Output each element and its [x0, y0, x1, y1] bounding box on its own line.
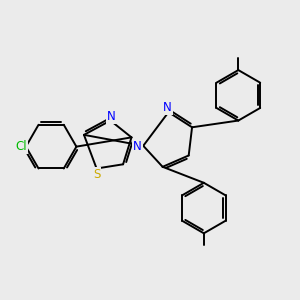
- Text: N: N: [163, 101, 172, 114]
- Text: N: N: [133, 140, 142, 153]
- Text: Cl: Cl: [15, 140, 27, 153]
- Text: S: S: [93, 168, 100, 181]
- Text: N: N: [107, 110, 116, 123]
